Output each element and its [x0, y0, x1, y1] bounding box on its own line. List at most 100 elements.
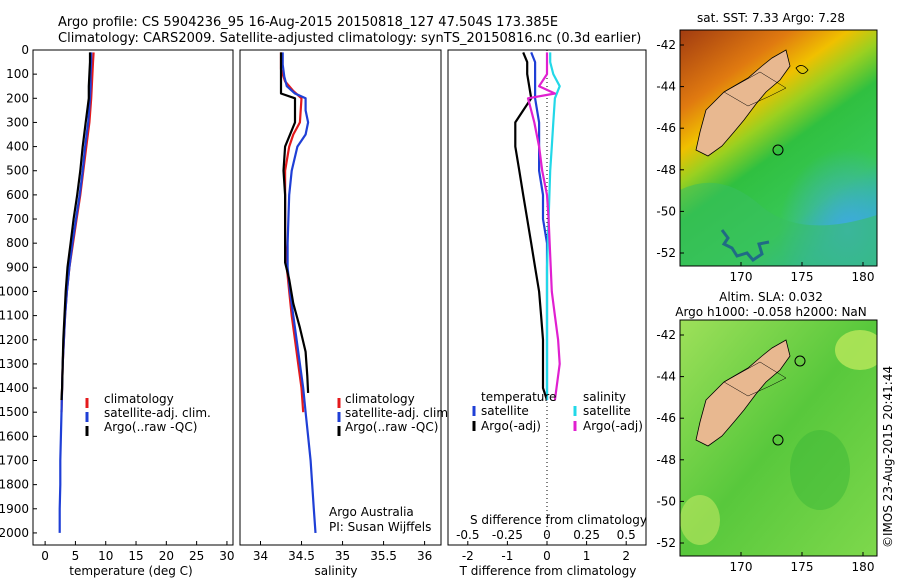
series-line-salinity-argo-adj- — [526, 52, 561, 401]
sla-map-frame — [679, 319, 878, 557]
argo-float-location-marker — [772, 434, 784, 446]
lat-tick-label: -46 — [656, 121, 676, 135]
lon-tick-label: 180 — [852, 560, 875, 574]
salinity-legend: climatology satellite-adj. clim. Argo(..… — [337, 392, 452, 436]
x-tick-label: 30 — [219, 549, 234, 563]
depth-tick-label: 200 — [6, 91, 29, 105]
lat-tick-label: -44 — [656, 80, 676, 94]
lat-tick-label: -48 — [656, 453, 676, 467]
lat-tick-label: -46 — [656, 411, 676, 425]
difference-series-lines — [514, 51, 561, 401]
salinity-difference-tick-label: 0.25 — [573, 528, 600, 542]
x-tick-label: 5 — [72, 549, 80, 563]
sst-map-title: sat. SST: 7.33 Argo: 7.28 — [697, 11, 845, 25]
sla-map-field — [680, 320, 877, 556]
legend-label-satellite: satellite-adj. clim. — [345, 406, 452, 420]
salinity-difference-axis-label: S difference from climatology — [470, 513, 647, 527]
depth-tick-label: 1800 — [0, 478, 29, 492]
series-line-argo-raw-qc- — [279, 52, 310, 393]
salinity-panel: 34 34.5 35 35.5 36 salinity climatology sate… — [239, 49, 452, 578]
legend-label-sal-argo: Argo(-adj) — [583, 419, 643, 433]
salinity-difference-tick-label: -0.5 — [456, 528, 479, 542]
argo-float-location-marker — [772, 144, 784, 156]
salinity-tick-labels: 34 34.5 35 35.5 36 — [253, 541, 432, 563]
legend-title-temperature: temperature — [481, 390, 556, 404]
x-tick-label: 15 — [128, 549, 143, 563]
sst-map-tick-labels: -42 -44 -46 -48 -50 -52 170 175 180 — [656, 38, 874, 284]
depth-tick-label: 1500 — [0, 405, 29, 419]
salinity-difference-tick-labels: -0.5 -0.25 0 0.25 0.5 — [456, 528, 636, 542]
lat-tick-label: -48 — [656, 163, 676, 177]
series-line-satellite-adj-clim- — [281, 52, 317, 533]
depth-tick-label: 500 — [6, 164, 29, 178]
salinity-series-lines — [279, 52, 317, 533]
salinity-axes-box — [239, 49, 442, 546]
lat-tick-label: -42 — [656, 38, 676, 52]
series-line-satellite-adj-clim- — [58, 52, 93, 533]
sla-map-title-line2: Argo h1000: -0.058 h2000: NaN — [675, 305, 867, 319]
sst-map-field — [680, 30, 877, 266]
depth-tick-labels: 0 100 200 300 400 500 600 700 800 900 1000 1100 1200… — [0, 43, 37, 540]
sla-map-tick-labels: -42 -44 -46 -48 -50 -52 170 175 180 — [656, 328, 874, 574]
lon-tick-label: 170 — [730, 270, 753, 284]
legend-label-temp-satellite: satellite — [481, 404, 529, 418]
temperature-tick-labels: 0 5 10 15 20 25 30 — [41, 541, 235, 563]
x-tick-label: 20 — [159, 549, 174, 563]
depth-tick-label: 800 — [6, 236, 29, 250]
depth-tick-label: 1200 — [0, 333, 29, 347]
lat-tick-label: -50 — [656, 494, 676, 508]
lat-tick-label: -52 — [656, 536, 676, 550]
x-tick-label: 36 — [417, 549, 432, 563]
lat-tick-label: -44 — [656, 370, 676, 384]
x-tick-label: 10 — [98, 549, 113, 563]
sla-map: Altim. SLA: 0.032 Argo h1000: -0.058 h20… — [656, 290, 878, 574]
depth-tick-label: 1700 — [0, 453, 29, 467]
depth-tick-label: 700 — [6, 212, 29, 226]
temperature-axis-label: temperature (deg C) — [69, 564, 192, 578]
credit-line1: Argo Australia — [329, 505, 414, 519]
temperature-panel: 0100200300400500600700800900100011001200… — [0, 43, 235, 578]
depth-tick-label: 1300 — [0, 357, 29, 371]
lon-tick-label: 175 — [791, 560, 814, 574]
salinity-difference-tick-label: -0.25 — [492, 528, 523, 542]
difference-legend: temperature salinity satellite Argo(-adj… — [472, 390, 643, 433]
legend-title-salinity: salinity — [583, 390, 626, 404]
x-tick-label: 1 — [583, 549, 591, 563]
temperature-legend: climatology satellite-adj. clim. Argo(..… — [85, 392, 211, 436]
depth-tick-label: 2000 — [0, 526, 29, 540]
series-line-temperature-argo-adj- — [514, 51, 549, 401]
legend-label-temp-argo: Argo(-adj) — [481, 419, 541, 433]
depth-tick-label: 1000 — [0, 284, 29, 298]
x-tick-label: 0 — [41, 549, 49, 563]
legend-label-sal-satellite: satellite — [583, 404, 631, 418]
x-tick-label: -2 — [462, 549, 474, 563]
temperature-difference-axis-label: T difference from climatology — [459, 564, 637, 578]
legend-label-argo: Argo(..raw -QC) — [104, 420, 197, 434]
x-tick-label: 35 — [335, 549, 350, 563]
legend-label-climatology: climatology — [345, 392, 415, 406]
sst-map-frame — [679, 29, 878, 267]
x-tick-label: 2 — [622, 549, 630, 563]
lat-tick-label: -52 — [656, 246, 676, 260]
lon-tick-label: 175 — [791, 270, 814, 284]
imos-watermark: ©IMOS 23-Aug-2015 20:41:44 — [881, 366, 895, 548]
depth-tick-label: 1400 — [0, 381, 29, 395]
x-tick-label: 34.5 — [288, 549, 315, 563]
depth-tick-label: 1900 — [0, 502, 29, 516]
depth-tick-label: 300 — [6, 115, 29, 129]
series-line-salinity-satellite — [545, 52, 561, 401]
salinity-axis-label: salinity — [314, 564, 357, 578]
depth-tick-label: 100 — [6, 67, 29, 81]
legend-label-climatology: climatology — [104, 392, 174, 406]
series-line-argo-raw-qc- — [60, 52, 92, 401]
temperature-axes-box — [32, 49, 234, 546]
depth-tick-label: 1600 — [0, 429, 29, 443]
temperature-series-lines — [58, 52, 95, 533]
x-tick-label: 34 — [253, 549, 268, 563]
credit-line2: PI: Susan Wijffels — [329, 520, 431, 534]
temperature-difference-tick-labels: -2 -1 0 1 2 — [462, 541, 630, 563]
depth-tick-label: 600 — [6, 188, 29, 202]
legend-label-argo: Argo(..raw -QC) — [345, 420, 438, 434]
lat-tick-label: -50 — [656, 204, 676, 218]
